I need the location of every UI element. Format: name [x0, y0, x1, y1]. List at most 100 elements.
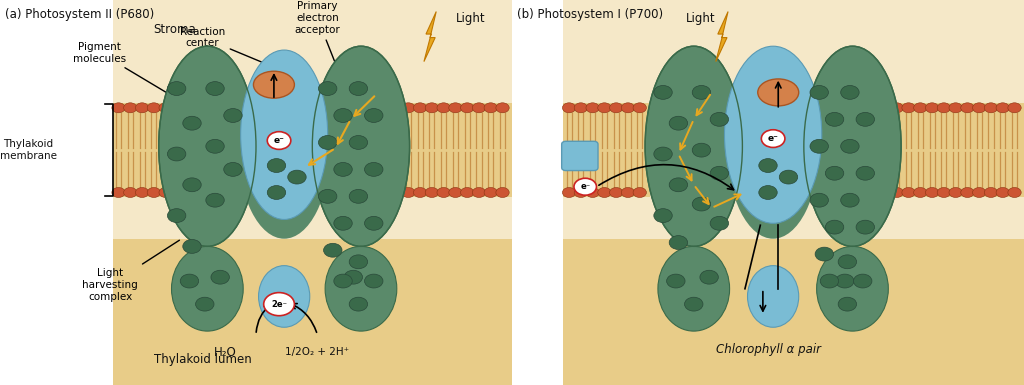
- Polygon shape: [716, 12, 728, 62]
- Circle shape: [180, 274, 199, 288]
- Circle shape: [147, 103, 161, 113]
- Text: 2e⁻: 2e⁻: [271, 300, 287, 309]
- Circle shape: [171, 103, 184, 113]
- Circle shape: [779, 170, 798, 184]
- Polygon shape: [563, 0, 1024, 239]
- Circle shape: [598, 187, 611, 198]
- Ellipse shape: [312, 46, 410, 246]
- Circle shape: [667, 274, 685, 288]
- Text: Primary
electron
acceptor: Primary electron acceptor: [295, 2, 349, 99]
- Circle shape: [573, 178, 596, 195]
- Circle shape: [973, 103, 986, 113]
- Circle shape: [653, 85, 672, 99]
- Circle shape: [206, 193, 224, 207]
- Circle shape: [390, 187, 403, 198]
- Circle shape: [700, 270, 719, 284]
- Circle shape: [692, 85, 711, 99]
- Circle shape: [838, 255, 856, 269]
- Circle shape: [365, 274, 383, 288]
- Circle shape: [670, 116, 688, 130]
- Ellipse shape: [326, 246, 396, 331]
- Circle shape: [996, 103, 1010, 113]
- Circle shape: [182, 116, 201, 130]
- Circle shape: [856, 220, 874, 234]
- Text: Stroma: Stroma: [154, 23, 197, 36]
- Circle shape: [670, 178, 688, 192]
- Circle shape: [378, 187, 391, 198]
- Circle shape: [112, 187, 125, 198]
- Circle shape: [692, 197, 711, 211]
- Text: Light: Light: [686, 12, 716, 25]
- Circle shape: [984, 187, 997, 198]
- Ellipse shape: [758, 79, 799, 106]
- Circle shape: [1008, 187, 1021, 198]
- Ellipse shape: [241, 50, 328, 219]
- Text: Light: Light: [456, 12, 485, 25]
- Circle shape: [159, 103, 172, 113]
- Circle shape: [124, 187, 137, 198]
- Ellipse shape: [258, 266, 310, 327]
- Circle shape: [496, 187, 509, 198]
- Ellipse shape: [725, 46, 821, 223]
- Circle shape: [267, 186, 286, 199]
- Circle shape: [349, 136, 368, 149]
- Circle shape: [815, 247, 834, 261]
- Text: Reaction
center: Reaction center: [179, 27, 276, 68]
- Circle shape: [961, 187, 974, 198]
- Polygon shape: [113, 239, 512, 385]
- Circle shape: [401, 187, 415, 198]
- Circle shape: [318, 189, 337, 203]
- Circle shape: [913, 187, 927, 198]
- Circle shape: [484, 187, 498, 198]
- Polygon shape: [379, 103, 512, 197]
- Ellipse shape: [657, 246, 729, 331]
- Circle shape: [949, 103, 963, 113]
- Circle shape: [609, 187, 623, 198]
- Circle shape: [562, 103, 575, 113]
- Ellipse shape: [804, 46, 901, 246]
- Text: Thylakoid lumen: Thylakoid lumen: [154, 353, 251, 366]
- Circle shape: [825, 112, 844, 126]
- Text: e⁻: e⁻: [581, 182, 590, 191]
- Circle shape: [653, 209, 672, 223]
- Circle shape: [692, 143, 711, 157]
- Circle shape: [670, 236, 688, 249]
- Circle shape: [825, 220, 844, 234]
- Circle shape: [633, 103, 646, 113]
- Circle shape: [264, 293, 295, 316]
- Circle shape: [211, 270, 229, 284]
- Circle shape: [182, 178, 201, 192]
- Circle shape: [223, 109, 243, 122]
- Circle shape: [890, 187, 903, 198]
- Circle shape: [334, 216, 352, 230]
- Ellipse shape: [172, 246, 244, 331]
- Circle shape: [825, 166, 844, 180]
- Circle shape: [349, 255, 368, 269]
- Circle shape: [365, 109, 383, 122]
- Text: Light
harvesting
complex: Light harvesting complex: [82, 240, 179, 301]
- Circle shape: [856, 166, 874, 180]
- Circle shape: [810, 85, 828, 99]
- Circle shape: [182, 103, 196, 113]
- Circle shape: [182, 187, 196, 198]
- Circle shape: [461, 103, 474, 113]
- Circle shape: [334, 162, 352, 176]
- Text: Thylakoid
membrane: Thylakoid membrane: [0, 139, 57, 161]
- Circle shape: [196, 297, 214, 311]
- Circle shape: [425, 187, 438, 198]
- Circle shape: [318, 82, 337, 95]
- Circle shape: [759, 159, 777, 172]
- Circle shape: [633, 187, 646, 198]
- Circle shape: [810, 193, 828, 207]
- Circle shape: [841, 85, 859, 99]
- Circle shape: [841, 193, 859, 207]
- Circle shape: [622, 103, 635, 113]
- Circle shape: [365, 216, 383, 230]
- Circle shape: [926, 187, 939, 198]
- Circle shape: [836, 274, 854, 288]
- Polygon shape: [563, 239, 1024, 385]
- Circle shape: [622, 187, 635, 198]
- Circle shape: [856, 112, 874, 126]
- Circle shape: [841, 139, 859, 153]
- Ellipse shape: [645, 46, 742, 246]
